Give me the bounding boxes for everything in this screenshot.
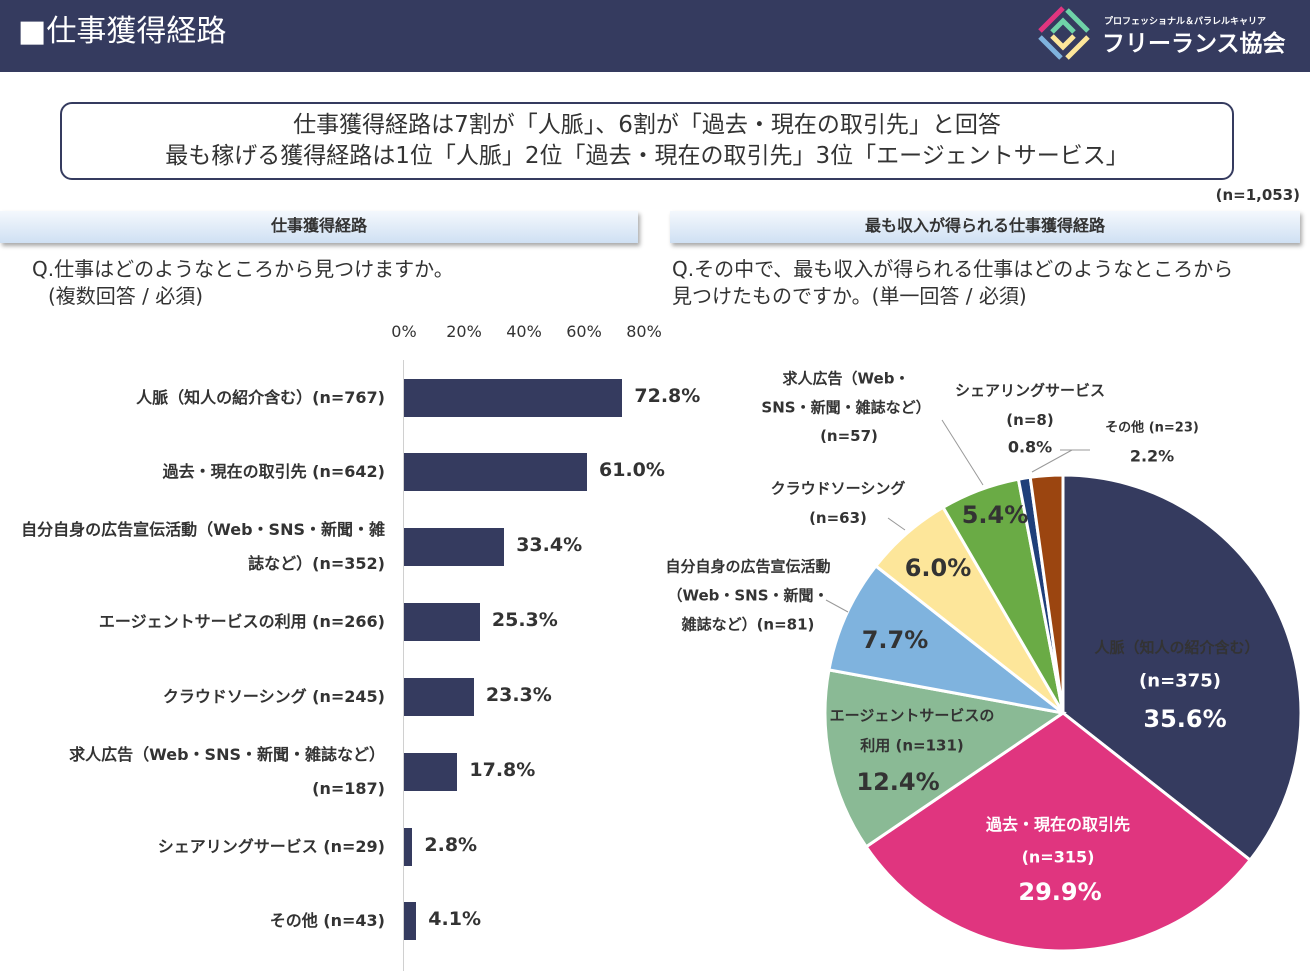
bar-value-label: 23.3%	[485, 684, 552, 706]
pie-slice	[1061, 473, 1303, 863]
bar-category-label: 過去・現在の取引先 (n=642)	[163, 455, 385, 489]
summary-line-2: 最も稼げる獲得経路は1位「人脈」2位「過去・現在の取引先」3位「エージェントサー…	[165, 143, 1129, 169]
pie-label: (n=315)	[1021, 847, 1095, 867]
pie-leader-line	[941, 419, 984, 486]
pie-label: その他 (n=23)	[1105, 420, 1199, 436]
pie-label: (n=57)	[820, 427, 878, 445]
summary-line-1: 仕事獲得経路は7割が「人脈」、6割が「過去・現在の取引先」と回答	[293, 112, 1001, 138]
sample-size: (n=1,053)	[1215, 186, 1300, 204]
left-question-note: (複数回答 / 必須)	[48, 284, 204, 308]
bar-value-label: 25.3%	[491, 609, 558, 631]
bar-value-label: 72.8%	[634, 385, 701, 407]
right-question-2: 見つけたものですか。(単一回答 / 必須)	[672, 284, 1027, 308]
pie-label: 5.4%	[961, 501, 1029, 529]
bar-category-label-line: その他 (n=43)	[269, 911, 385, 930]
pie-label: (n=8)	[1006, 411, 1054, 429]
pie-label: エージェントサービスの	[829, 706, 995, 725]
bar	[404, 453, 587, 491]
bar-value-label: 17.8%	[469, 759, 536, 781]
pie-label: 自分自身の広告宣伝活動	[665, 557, 831, 576]
pie-label: （Web・SNS・新聞・	[667, 586, 829, 605]
pie-label: (n=375)	[1139, 670, 1221, 692]
bar-category-label-line: 誌など）(n=352)	[248, 554, 385, 573]
left-question: Q.仕事はどのようなところから見つけますか。	[32, 257, 454, 281]
pie-label: シェアリングサービス	[954, 381, 1106, 400]
bar-value-label: 61.0%	[599, 459, 665, 481]
bar-category-label-line: (n=187)	[312, 779, 385, 798]
bar-category-label-line: クラウドソーシング (n=245)	[162, 687, 385, 706]
bar	[404, 379, 623, 417]
bar-category-label: 求人広告（Web・SNS・新聞・雑誌など） (n=187)	[69, 738, 385, 806]
bar	[404, 828, 413, 866]
right-question: Q.その中で、最も収入が得られる仕事はどのようなところから	[672, 257, 1234, 281]
bar-category-label: クラウドソーシング (n=245)	[163, 680, 385, 714]
bar-value-label: 33.4%	[516, 534, 583, 556]
logo-icon	[1038, 6, 1090, 60]
bar	[404, 528, 505, 566]
pie-label: 6.0%	[904, 554, 972, 582]
pie-slice	[1028, 473, 1065, 714]
pie-label: 雑誌など）(n=81)	[681, 615, 815, 634]
bar	[404, 753, 458, 791]
bar-category-label-line: 過去・現在の取引先 (n=642)	[162, 462, 385, 481]
bar-category-label: エージェントサービスの利用 (n=266)	[99, 605, 385, 639]
pie-leader-line	[887, 517, 906, 531]
bar-axis-tick: 0%	[391, 322, 417, 341]
pie-label: 求人広告（Web・	[782, 369, 910, 388]
bar-category-label: 自分自身の広告宣伝活動（Web・SNS・新聞・雑誌など）(n=352)	[21, 513, 385, 581]
header-bar	[0, 0, 1310, 72]
pie-label: 利用 (n=131)	[860, 736, 964, 755]
pie-label: 0.8%	[1007, 437, 1053, 457]
page-title: ■仕事獲得経路	[18, 14, 227, 49]
bar-value-label: 2.8%	[424, 834, 478, 856]
bar-axis-tick: 60%	[566, 322, 602, 341]
bar-category-label-line: 自分自身の広告宣伝活動（Web・SNS・新聞・雑	[21, 520, 385, 539]
bar-value-label: 4.1%	[428, 908, 481, 930]
bar-axis-line	[403, 360, 404, 971]
bar-axis-tick: 20%	[446, 322, 482, 341]
pie-label: SNS・新聞・雑誌など）	[761, 398, 931, 417]
bar	[404, 902, 417, 940]
pie-label: 過去・現在の取引先	[985, 815, 1131, 834]
pie-label: クラウドソーシング	[770, 479, 906, 498]
pie-slice	[873, 505, 1065, 715]
left-banner: 仕事獲得経路	[0, 211, 638, 243]
pie-label: 7.7%	[861, 626, 929, 654]
bar	[404, 603, 480, 641]
bar-axis-tick: 40%	[506, 322, 542, 341]
pie-label: 29.9%	[1018, 878, 1102, 906]
right-banner: 最も収入が得られる仕事獲得経路	[670, 211, 1300, 243]
bar-category-label-line: 人脈（知人の紹介含む）(n=767)	[136, 388, 385, 407]
pie-leader-line	[825, 599, 849, 613]
bar-category-label-line: シェアリングサービス (n=29)	[157, 837, 385, 856]
logo-name: フリーランス協会	[1102, 31, 1286, 57]
bar-category-label-line: エージェントサービスの利用 (n=266)	[98, 612, 385, 631]
bar-category-label-line: 求人広告（Web・SNS・新聞・雑誌など）	[69, 745, 385, 764]
pie-label: (n=63)	[809, 509, 867, 527]
bar-axis-tick: 80%	[626, 322, 662, 341]
summary-box: 仕事獲得経路は7割が「人脈」、6割が「過去・現在の取引先」と回答 最も稼げる獲得…	[60, 102, 1234, 180]
pie-label: 2.2%	[1129, 446, 1175, 466]
pie-label: 35.6%	[1143, 705, 1227, 733]
bar-category-label: シェアリングサービス (n=29)	[158, 830, 385, 864]
pie-label: 12.4%	[856, 768, 940, 796]
bar	[404, 678, 474, 716]
bar-category-label: 人脈（知人の紹介含む）(n=767)	[136, 381, 385, 415]
bar-category-label: その他 (n=43)	[270, 904, 385, 938]
pie-label: 人脈（知人の紹介含む）	[1094, 638, 1260, 657]
logo-subtitle: プロフェッショナル＆パラレルキャリア	[1104, 17, 1267, 27]
